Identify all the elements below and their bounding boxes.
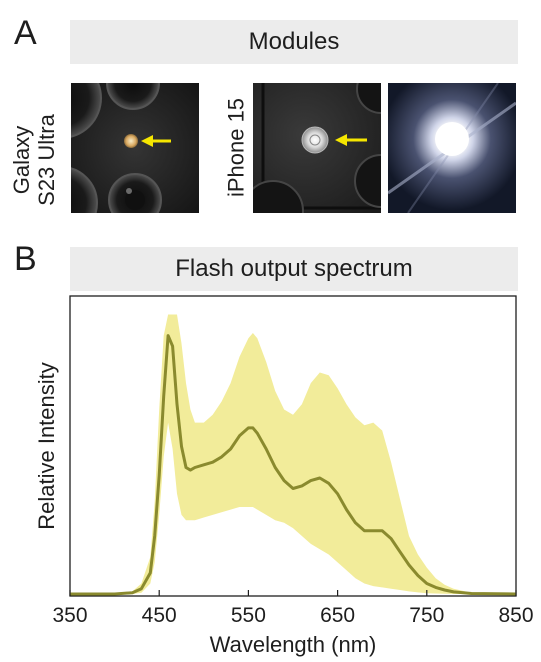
x-tick-label-750: 750: [409, 604, 444, 627]
galaxy-arrow-icon: [141, 135, 171, 147]
galaxy-module-photo: [71, 83, 199, 213]
iphone-module-photo: [253, 83, 381, 213]
iphone-arrow-icon: [335, 134, 367, 146]
iphone-module-image: [253, 83, 381, 213]
panel-b-letter: B: [14, 240, 37, 278]
y-axis-label: Relative Intensity: [34, 362, 59, 530]
modules-header: Modules: [70, 20, 518, 64]
spectrum-header: Flash output spectrum: [70, 247, 518, 291]
plot-frame: [69, 295, 517, 597]
x-tick-label-650: 650: [320, 604, 355, 627]
std-band-area: [70, 314, 516, 594]
flash-lit-photo: [388, 83, 516, 213]
flash-lit-image: [388, 83, 516, 213]
x-axis-label: Wavelength (nm): [210, 632, 377, 657]
panel-a-letter: A: [14, 14, 37, 52]
x-tick-label-850: 850: [498, 604, 533, 627]
x-tick-label-350: 350: [52, 604, 87, 627]
x-tick-label-450: 450: [142, 604, 177, 627]
galaxy-module-image: [71, 83, 199, 213]
mean-spectrum-line: [70, 334, 517, 596]
x-tick-label-550: 550: [231, 604, 266, 627]
